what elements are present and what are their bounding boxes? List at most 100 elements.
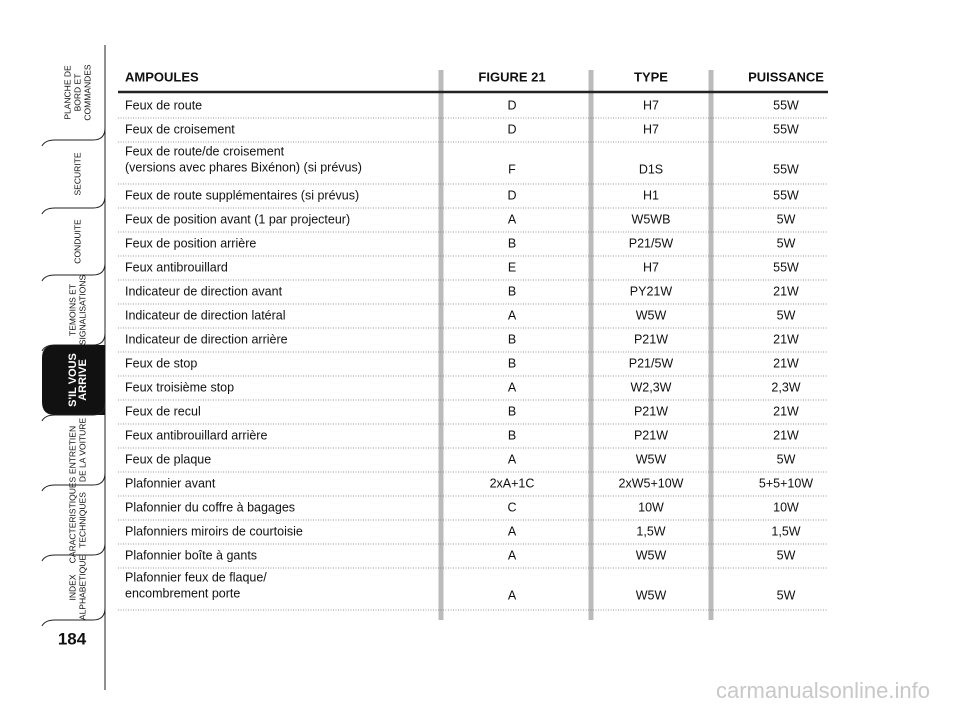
bulb-type: 1,5W xyxy=(636,524,665,538)
power: 5W xyxy=(777,588,796,602)
figure: B xyxy=(508,284,516,298)
power: 2,3W xyxy=(771,380,800,394)
figure: D xyxy=(507,122,516,136)
column-header: AMPOULES xyxy=(125,69,199,84)
tab-label: ARRIVE xyxy=(77,359,89,401)
tab: CARACTERISTIQUES TECHNIQUES xyxy=(67,476,87,563)
row-label: Indicateur de direction avant xyxy=(125,284,283,298)
row-label: Feux troisième stop xyxy=(125,380,234,394)
figure: B xyxy=(508,236,516,250)
row-label: Feux de route xyxy=(125,98,202,112)
bulb-type: P21/5W xyxy=(629,356,674,370)
tab: PLANCHE DE BORD ET COMMANDES xyxy=(62,64,92,121)
tab-label: SIGNALISATIONS xyxy=(77,275,87,346)
bulb-type: D1S xyxy=(639,162,663,176)
figure: A xyxy=(508,524,517,538)
figure: D xyxy=(507,98,516,112)
row-label: Feux de croisement xyxy=(125,122,235,136)
bulb-type: H7 xyxy=(643,122,659,136)
tab-label: CONDUITE xyxy=(72,219,82,264)
tab-divider xyxy=(41,472,106,492)
tab-label: INDEX xyxy=(67,574,77,600)
figure: A xyxy=(508,380,517,394)
row-label: Plafonniers miroirs de courtoisie xyxy=(125,524,303,538)
tab: ENTRETIEN DE LA VOITURE xyxy=(67,418,87,483)
bulb-type: P21W xyxy=(634,332,668,346)
row-label: Feux de position arrière xyxy=(125,236,256,250)
tab-label: TEMOINS ET xyxy=(67,284,77,336)
bulb-type: H7 xyxy=(643,260,659,274)
figure: C xyxy=(507,500,516,514)
tab-label: DE LA VOITURE xyxy=(77,418,87,483)
power: 10W xyxy=(773,500,799,514)
power: 21W xyxy=(773,428,799,442)
tab-label: ALPHABETIQUE xyxy=(77,555,87,621)
bulb-type: H7 xyxy=(643,98,659,112)
bulb-type: H1 xyxy=(643,188,659,202)
figure: B xyxy=(508,356,516,370)
watermark: carmanualsonline.info xyxy=(716,678,930,703)
figure: A xyxy=(508,588,517,602)
column-header: PUISSANCE xyxy=(748,69,824,84)
power: 5W xyxy=(777,308,796,322)
bulb-type: 2xW5+10W xyxy=(619,476,684,490)
row-label: Indicateur de direction latéral xyxy=(125,308,286,322)
tab-divider xyxy=(41,262,106,282)
row-label: Plafonnier du coffre à bagages xyxy=(125,500,295,514)
power: 21W xyxy=(773,284,799,298)
bulb-type: W5W xyxy=(636,588,667,602)
bulb-type: P21W xyxy=(634,428,668,442)
column-header: TYPE xyxy=(634,69,668,84)
row-label: Plafonnier boîte à gants xyxy=(125,548,257,562)
tab-divider xyxy=(41,402,106,422)
power: 1,5W xyxy=(771,524,800,538)
page-number: 184 xyxy=(58,629,87,648)
power: 5+5+10W xyxy=(759,476,813,490)
tab-label: CARACTERISTIQUES xyxy=(67,476,77,563)
figure: 2xA+1C xyxy=(490,476,535,490)
tab-divider xyxy=(41,542,106,562)
row-label: Plafonnier feux de flaque/ xyxy=(125,570,267,584)
power: 5W xyxy=(777,236,796,250)
figure: B xyxy=(508,404,516,418)
figure: B xyxy=(508,428,516,442)
bulb-type: P21W xyxy=(634,404,668,418)
row-label: Feux antibrouillard xyxy=(125,260,228,274)
bulb-type: W5W xyxy=(636,548,667,562)
figure: D xyxy=(507,188,516,202)
row-label: Plafonnier avant xyxy=(125,476,216,490)
bulb-type: W5WB xyxy=(632,212,671,226)
power: 5W xyxy=(777,452,796,466)
tab: CONDUITE xyxy=(72,219,82,264)
row-label: (versions avec phares Bixénon) (si prévu… xyxy=(125,160,362,174)
tab-label: TECHNIQUES xyxy=(77,492,87,548)
active-tab xyxy=(42,345,105,415)
figure: B xyxy=(508,332,516,346)
row-label: Feux de position avant (1 par projecteur… xyxy=(125,212,350,226)
bulb-type: W5W xyxy=(636,308,667,322)
row-label: Feux de plaque xyxy=(125,452,211,466)
power: 55W xyxy=(773,98,799,112)
tab-label: BORD ET xyxy=(72,74,82,112)
tab: SECURITE xyxy=(72,152,82,195)
figure: A xyxy=(508,452,517,466)
figure: A xyxy=(508,308,517,322)
figure: A xyxy=(508,212,517,226)
row-label: Feux de stop xyxy=(125,356,197,370)
power: 5W xyxy=(777,212,796,226)
tab-divider xyxy=(41,195,106,215)
tab-divider xyxy=(41,127,106,147)
bulb-type: W2,3W xyxy=(631,380,672,394)
power: 5W xyxy=(777,548,796,562)
column-header: FIGURE 21 xyxy=(478,69,545,84)
power: 21W xyxy=(773,332,799,346)
row-label: Feux de route supplémentaires (si prévus… xyxy=(125,188,359,202)
bulb-type: W5W xyxy=(636,452,667,466)
row-label: Feux de route/de croisement xyxy=(125,144,285,158)
row-label: Feux de recul xyxy=(125,404,201,418)
tab-divider xyxy=(41,607,106,627)
bulb-type: P21/5W xyxy=(629,236,674,250)
